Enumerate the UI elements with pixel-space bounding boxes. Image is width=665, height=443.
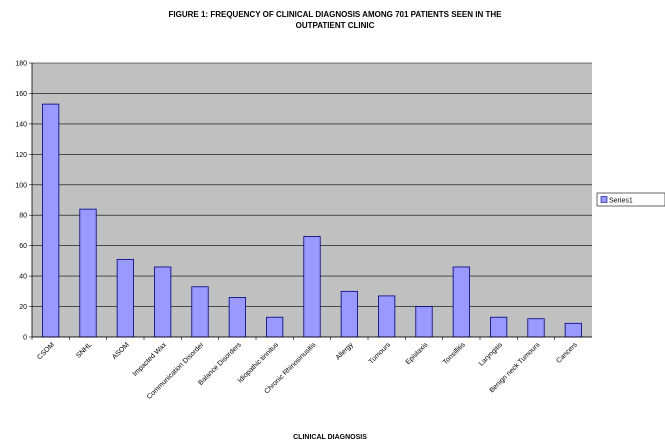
- x-tick-label: Laryngitis: [478, 341, 504, 367]
- legend-box: [596, 192, 665, 207]
- bar: [564, 322, 582, 338]
- y-tick-label: 160: [15, 91, 27, 98]
- x-tick-label: Tumours: [368, 341, 393, 366]
- y-tick-label: 20: [19, 304, 27, 311]
- bar: [527, 318, 545, 338]
- legend-swatch: [600, 196, 608, 203]
- bar: [415, 306, 433, 338]
- x-tick-label: Cancers: [555, 341, 579, 365]
- bar: [490, 316, 508, 338]
- x-tick-label: Idiopathic tinnitus: [237, 341, 281, 385]
- bars: [42, 103, 582, 338]
- x-tick-label: Tonsillitis: [442, 341, 467, 366]
- x-tick-label: SNHL: [75, 341, 93, 359]
- y-tick-label: 0: [23, 335, 27, 342]
- x-tick-label: Impacted Wax: [132, 341, 169, 378]
- legend-label-series1: Series1: [609, 198, 633, 205]
- bar: [154, 266, 172, 338]
- bar: [266, 316, 284, 338]
- bar: [452, 266, 470, 338]
- bar: [228, 297, 246, 338]
- x-axis-label: CLINICAL DIAGNOSIS: [293, 434, 367, 441]
- x-tick-label: Allergy: [335, 341, 355, 361]
- x-tick-label: CSOM: [36, 341, 56, 361]
- y-tick-label: 40: [19, 274, 27, 281]
- y-tick-label: 60: [19, 243, 27, 250]
- y-axis-ticks: 0 20 40 60 80 100 120 140 160 180: [15, 61, 32, 342]
- bar: [116, 258, 134, 338]
- y-tick-label: 180: [15, 61, 27, 68]
- bar: [340, 290, 358, 338]
- y-tick-label: 140: [15, 121, 27, 128]
- y-tick-label: 100: [15, 182, 27, 189]
- legend: Series1: [596, 192, 665, 207]
- bar: [42, 103, 60, 338]
- y-tick-label: 120: [15, 152, 27, 159]
- y-tick-label: 80: [19, 213, 27, 220]
- chart-title-line-2: OUTPATIENT CLINIC: [296, 21, 375, 30]
- x-tick-label: Epistaxis: [405, 341, 430, 366]
- x-tick-label: ASOM: [111, 341, 131, 361]
- bar: [378, 295, 396, 338]
- bar: [191, 286, 209, 338]
- bar: [303, 236, 321, 338]
- bar: [79, 208, 97, 338]
- chart-title-line-1: FIGURE 1: FREQUENCY OF CLINICAL DIAGNOSI…: [169, 10, 503, 19]
